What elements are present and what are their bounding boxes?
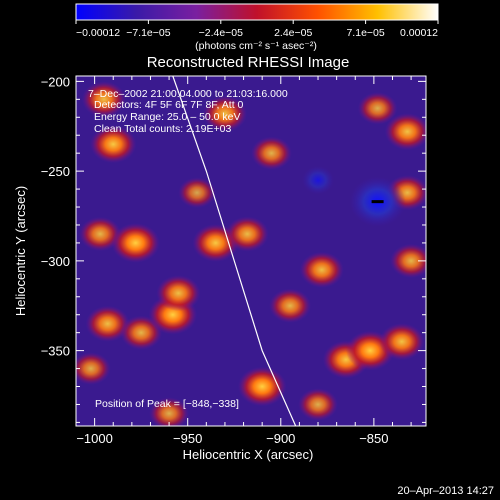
hot-spot	[379, 323, 425, 361]
hot-spot	[251, 136, 292, 170]
hot-spot	[149, 397, 189, 426]
annotation-peak: Position of Peak = [−848,−338]	[95, 398, 239, 410]
hot-spot	[299, 251, 344, 288]
hot-spot	[76, 352, 111, 385]
annotation-clean: Clean Total counts: 2.19E+03	[94, 123, 231, 135]
cold-spot	[302, 165, 335, 195]
hot-spot	[298, 388, 338, 421]
heatmap-layer	[76, 81, 426, 426]
x-tick-label: −1000	[76, 431, 113, 446]
hot-spot	[357, 92, 398, 125]
hot-spot	[237, 366, 287, 407]
colorbar-ticks	[75, 20, 439, 24]
solar-limb-curve	[172, 76, 297, 426]
peak-marker	[371, 200, 384, 204]
hot-spot	[384, 113, 426, 151]
hot-spot	[90, 125, 137, 164]
x-tick-label: −950	[173, 431, 202, 446]
x-tick-label: −900	[266, 431, 295, 446]
y-axis-title: Heliocentric Y (arcsec)	[13, 186, 28, 316]
plot-frame	[75, 75, 427, 427]
colorbar-tick-label: 0.00012	[400, 27, 438, 39]
x-axis-title: Heliocentric X (arcsec)	[183, 447, 314, 462]
chart-title: Reconstructed RHESSI Image	[147, 54, 350, 71]
colorbar-tick-label: −0.00012	[76, 27, 120, 39]
hot-spot	[81, 81, 126, 118]
annotation-detectors: Detectors: 4F 5F 6F 7F 8F, Att 0	[94, 99, 244, 111]
hot-spot	[390, 243, 426, 278]
hot-spot	[225, 216, 269, 252]
annotation-energy: Energy Range: 25.0 – 50.0 keV	[94, 111, 241, 123]
y-tick-label: −250	[41, 164, 70, 179]
hot-spot	[111, 223, 160, 263]
hot-spot	[178, 177, 216, 208]
y-tick-label: −200	[41, 74, 70, 89]
colorbar-tick-label: 2.4e−05	[274, 27, 312, 39]
axis-ticks	[75, 76, 426, 426]
colorbar-tick-label: 7.1e−05	[346, 27, 384, 39]
hot-spot	[202, 95, 247, 132]
hot-spot	[269, 288, 311, 323]
colorbar-tick-label: −7.1e−05	[126, 27, 171, 39]
hot-spot	[79, 216, 122, 252]
y-tick-label: −300	[41, 254, 70, 269]
hot-spot	[85, 305, 130, 342]
colorbar-units-label: (photons cm⁻² s⁻¹ asec⁻²)	[195, 40, 317, 52]
colorbar	[75, 3, 439, 21]
colorbar-tick-label: −2.4e−05	[199, 27, 244, 39]
hot-spot	[156, 275, 201, 312]
axis-tick-labels: −1000 −950 −900 −850 −200 −250 −300 −350	[41, 74, 389, 446]
y-tick-label: −350	[41, 344, 70, 359]
x-tick-label: −850	[359, 431, 388, 446]
colorbar-tick-labels: −0.00012 −7.1e−05 −2.4e−05 2.4e−05 7.1e−05 0.…	[76, 27, 438, 39]
annotation-time: 7–Dec–2002 21:00:04.000 to 21:03:16.000	[88, 88, 288, 100]
footer-date: 20–Apr–2013 14:27	[397, 485, 494, 497]
